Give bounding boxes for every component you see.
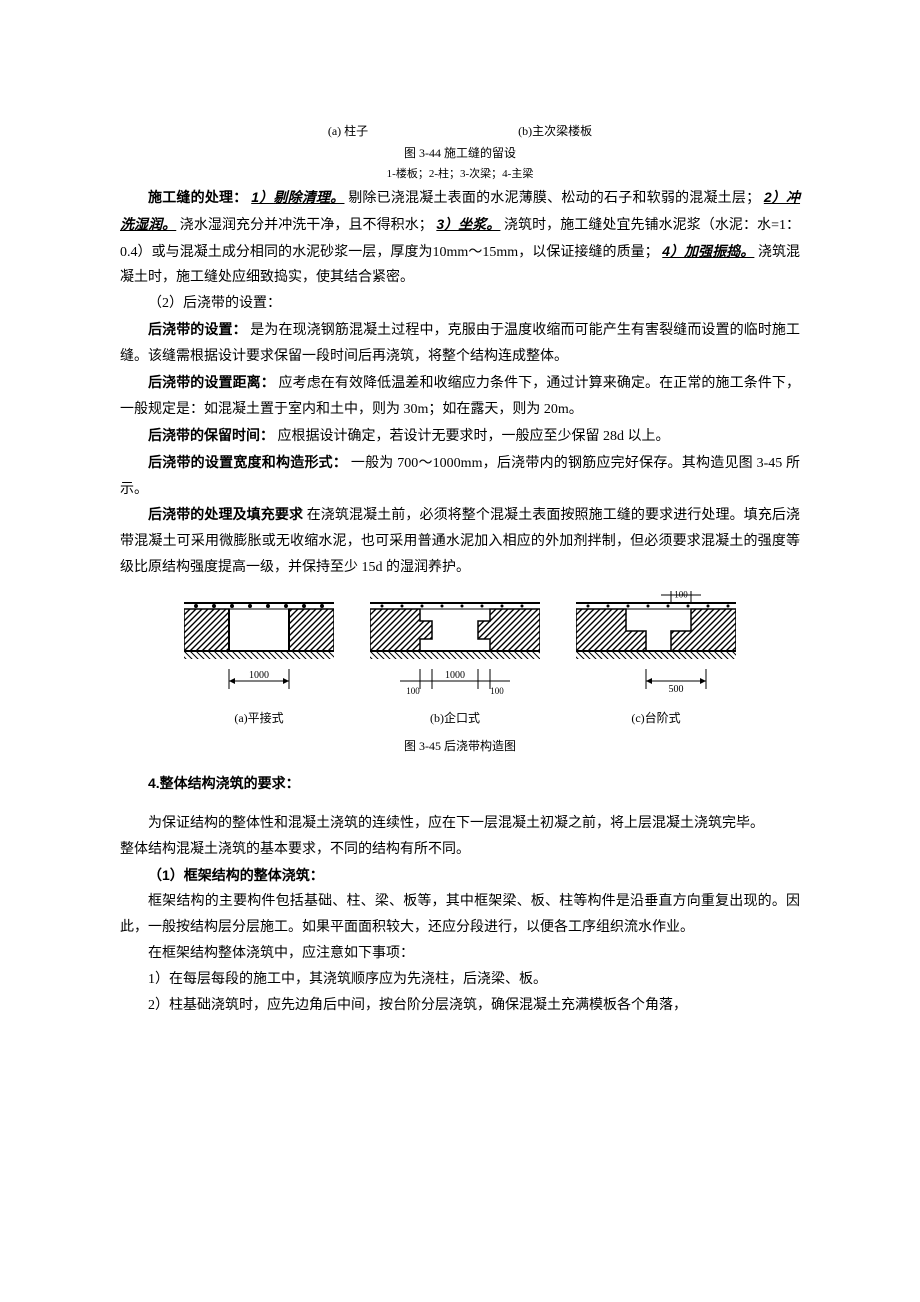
p4-lead: 后浇带的设置距离： (148, 374, 275, 390)
p7-lead: 后浇带的处理及填充要求 (148, 506, 303, 522)
joint-t1: 剔除已浇混凝土表面的水泥薄膜、松动的石子和软弱的混凝土层； (348, 191, 760, 206)
p6-lead: 后浇带的设置宽度和构造形式： (148, 454, 347, 470)
para-p3: 后浇带的设置： 是为在现浇钢筋混凝土过程中，克服由于温度收缩而可能产生有害裂缝而… (120, 317, 800, 370)
fig345-title: 图 3-45 后浇带构造图 (120, 735, 800, 757)
p5-text: 应根据设计确定，若设计无要求时，一般应至少保留 28d 以上。 (278, 429, 670, 444)
para-p7: 后浇带的处理及填充要求 在浇筑混凝土前，必须将整个混凝土表面按照施工缝的要求进行… (120, 502, 800, 581)
fig345-b-label: (b)企口式 (430, 707, 480, 729)
para-p4: 后浇带的设置距离： 应考虑在有效降低温差和收缩应力条件下，通过计算来确定。在正常… (120, 370, 800, 423)
para-p10: 框架结构的主要构件包括基础、柱、梁、板等，其中框架梁、板、柱等构件是沿垂直方向重… (120, 889, 800, 941)
fig344-caption-row: (a) 柱子 (b)主次梁楼板 (120, 120, 800, 142)
joint-lead: 施工缝的处理： (148, 189, 247, 205)
fig345-c: 100 500 (c)台阶式 (576, 591, 736, 729)
fig345-c-dim-bot: 500 (669, 684, 684, 695)
p5-lead: 后浇带的保留时间： (148, 427, 274, 443)
fig345-b-dim-l: 100 (406, 686, 420, 696)
fig344-b-label: (b)主次梁楼板 (518, 120, 592, 142)
fig345-a-label: (a)平接式 (234, 707, 283, 729)
joint-t2: 浇水湿润充分并冲洗干净，且不得积水； (180, 218, 433, 233)
para-p5: 后浇带的保留时间： 应根据设计确定，若设计无要求时，一般应至少保留 28d 以上… (120, 423, 800, 450)
heading-4-1: （1）框架结构的整体浇筑： (120, 863, 800, 889)
para-p12: 1）在每层每段的施工中，其浇筑顺序应为先浇柱，后浇梁、板。 (120, 967, 800, 993)
para-p9: 整体结构混凝土浇筑的基本要求，不同的结构有所不同。 (120, 837, 800, 863)
para-p2: （2）后浇带的设置： (120, 291, 800, 317)
fig344-legend: 1-楼板；2-柱；3-次梁；4-主梁 (120, 164, 800, 184)
para-p8: 为保证结构的整体性和混凝土浇筑的连续性，应在下一层混凝土初凝之前，将上层混凝土浇… (120, 811, 800, 837)
heading-4: 4.整体结构浇筑的要求： (120, 771, 800, 797)
joint-s1: 1）剔除清理。 (251, 189, 344, 205)
joint-s3: 3）坐浆。 (436, 216, 500, 232)
fig345-a: 1000 (a)平接式 (184, 591, 334, 729)
para-p13: 2）柱基础浇筑时，应先边角后中间，按台阶分层浇筑，确保混凝土充满模板各个角落， (120, 993, 800, 1019)
para-p6: 后浇带的设置宽度和构造形式： 一般为 700～1000mm，后浇带内的钢筋应完好… (120, 450, 800, 503)
fig345-b: 1000 100 100 (b)企口式 (370, 591, 540, 729)
fig345-c-dim-top: 100 (674, 591, 688, 599)
fig344-title: 图 3-44 施工缝的留设 (120, 142, 800, 164)
para-joint-treatment: 施工缝的处理： 1）剔除清理。 剔除已浇混凝土表面的水泥薄膜、松动的石子和软弱的… (120, 185, 800, 292)
figure-3-45: 1000 (a)平接式 (120, 591, 800, 729)
fig345-a-dim: 1000 (249, 670, 269, 681)
para-p11: 在框架结构整体浇筑中，应注意如下事项： (120, 941, 800, 967)
joint-s4: 4）加强振捣。 (662, 243, 754, 259)
p3-lead: 后浇带的设置： (148, 321, 247, 337)
fig345-c-label: (c)台阶式 (631, 707, 680, 729)
fig345-b-dim-c: 1000 (445, 670, 465, 681)
fig345-b-dim-r: 100 (490, 686, 504, 696)
fig344-a-label: (a) 柱子 (328, 120, 368, 142)
